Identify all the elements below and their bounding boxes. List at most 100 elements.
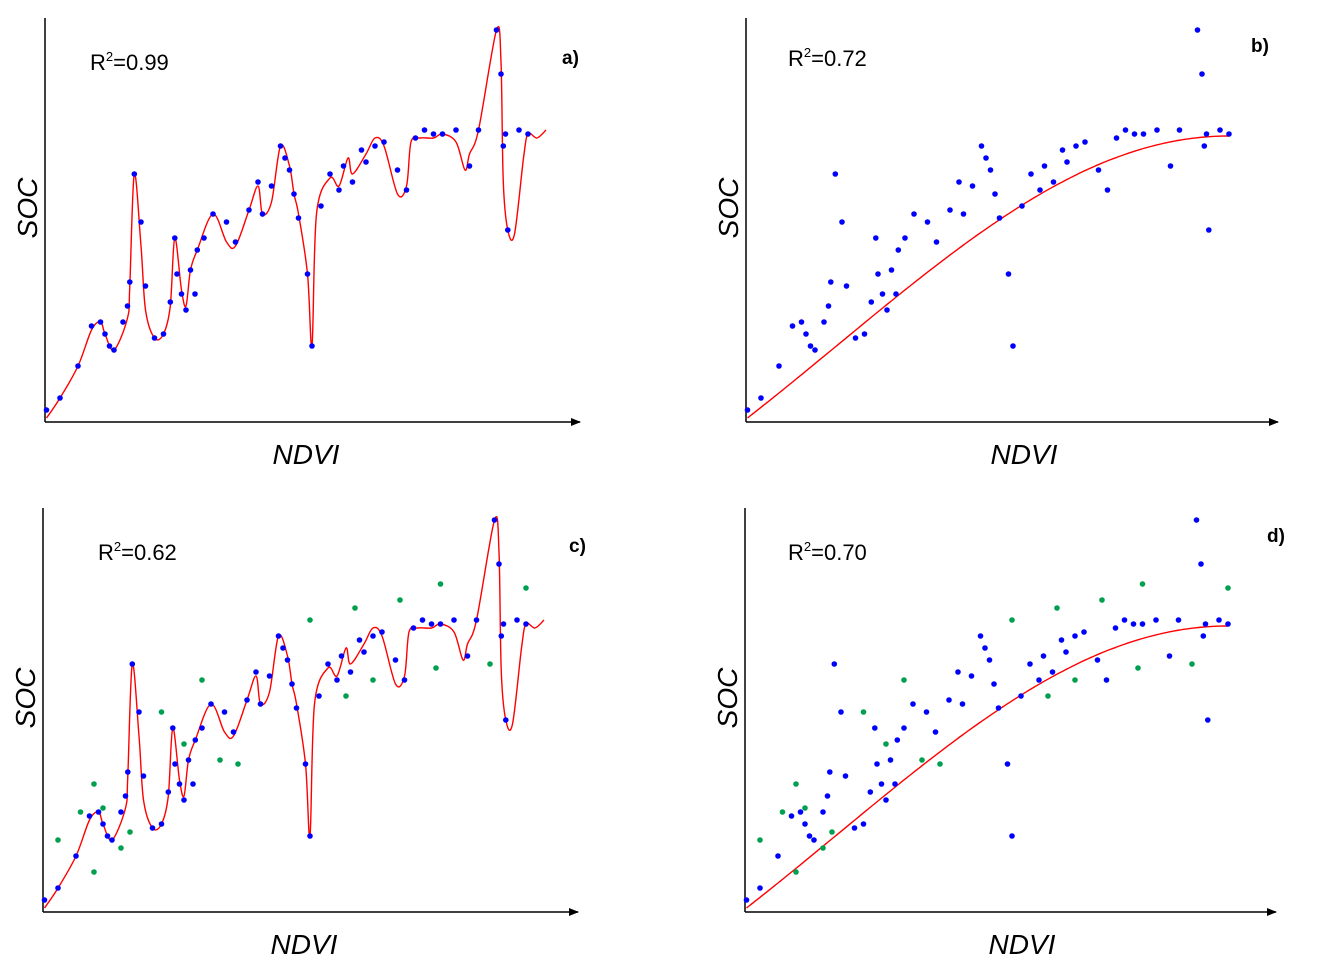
panel-c-blue-point (140, 773, 147, 779)
panel-a-blue-point (363, 159, 369, 165)
panel-c-blue-point (176, 781, 183, 787)
panel-d-xlabel: NDVI (989, 929, 1056, 960)
panel-c-green-point (118, 845, 124, 851)
panel-c-green-point (199, 677, 205, 683)
panel-a-blue-point (381, 139, 387, 145)
panel-d-blue-point (802, 821, 808, 827)
panel-c-label: c) (569, 536, 586, 557)
panel-d-blue-point (860, 821, 867, 827)
panel-a-blue-point (43, 407, 50, 413)
panel-b-blue-point (884, 307, 890, 313)
panel-a-blue-point (500, 143, 507, 149)
panel-a-blue-point (194, 247, 201, 253)
panel-b-label: b) (1251, 36, 1269, 57)
panel-a-blue-point (516, 127, 522, 133)
panel-c-fit-line (43, 515, 545, 909)
panel-d-blue-point (872, 725, 878, 731)
panel-c-blue-point (266, 673, 273, 679)
panel-d-blue-point (874, 761, 880, 767)
panel-c-blue-point (95, 809, 102, 815)
panel-d-blue-point (1036, 677, 1042, 683)
panel-d-blue-point (757, 885, 763, 891)
panel-c: R2=0.62 c) NDVI SOC (10, 508, 586, 960)
panel-c-blue-point (428, 621, 435, 627)
panel-a-blue-point (304, 271, 311, 277)
panel-d-blue-point (892, 781, 898, 787)
panel-c-blue-point (158, 821, 165, 827)
panel-d-blue-point (1112, 625, 1119, 631)
panel-d-blue-point (1193, 517, 1200, 523)
panel-c-blue-point (419, 617, 426, 623)
panel-a-blue-point (453, 127, 459, 133)
panel-c-blue-point (293, 705, 300, 711)
panel-d-green-point (919, 757, 925, 763)
panel-a-r2: R2=0.99 (90, 49, 169, 75)
panel-d-blue-point (932, 729, 939, 735)
panel-a-blue-point (75, 363, 81, 369)
panel-d-blue-point (878, 781, 885, 787)
panel-a-blue-point (97, 319, 104, 325)
panel-b-blue-point (969, 183, 976, 189)
panel-c-blue-point (307, 833, 313, 839)
panel-b-blue-point (924, 219, 931, 225)
panel-d-blue-point (811, 837, 817, 843)
panel-a-blue-point (372, 143, 378, 149)
panel-d-blue-point (1004, 761, 1011, 767)
panel-b-blue-point (1167, 163, 1174, 169)
panel-b-blue-point (888, 267, 895, 273)
panel-c-blue-point (289, 681, 295, 687)
panel-d-ylabel: SOC (712, 667, 743, 728)
panel-d-green-point (901, 677, 907, 683)
panel-d-r2: R2=0.70 (788, 539, 867, 565)
panel-a-blue-point (505, 227, 511, 233)
panel-b-blue-point (873, 235, 879, 241)
panel-a-blue-point (120, 319, 126, 325)
panel-a-blue-point (525, 131, 531, 137)
panel-c-blue-point (208, 701, 214, 707)
panel-b-blue-point (1082, 139, 1088, 145)
panel-c-blue-point (500, 621, 507, 627)
panel-d-green-point (793, 869, 799, 875)
panel-d-blue-point (820, 809, 826, 815)
panel-c-blue-point (356, 637, 363, 643)
panel-a-blue-point (412, 135, 419, 141)
panel-a-blue-point (223, 219, 230, 225)
panel-d-green-point (937, 761, 943, 767)
panel-b-blue-point (1217, 127, 1223, 133)
panel-c-xlabel: NDVI (271, 929, 338, 960)
panel-c-plot (41, 515, 545, 909)
panel-a-blue-point (255, 179, 261, 185)
panel-c-green-point (352, 605, 358, 611)
panel-d-green-point (1139, 581, 1146, 587)
panel-c-blue-point (129, 661, 136, 667)
panel-b-blue-point (1028, 171, 1034, 177)
panel-a-blue-point (131, 171, 138, 177)
panel-c-blue-point (149, 825, 156, 831)
panel-a-blue-point (309, 343, 315, 349)
panel-c-blue-point (361, 649, 367, 655)
panel-d-fit-line (746, 625, 1229, 909)
panel-a-label: a) (562, 48, 579, 69)
panel-a-blue-point (167, 299, 174, 305)
panel-c-blue-point (302, 761, 309, 767)
panel-d-blue-point (1049, 669, 1056, 675)
panel-b-blue-point (868, 299, 875, 305)
panel-d-blue-point (901, 725, 907, 731)
panel-c-green-point (235, 761, 241, 767)
panel-a-blue-point (142, 283, 149, 289)
panel-a-blue-point (349, 179, 356, 185)
panel-a-ylabel: SOC (12, 177, 43, 238)
panel-d-blue-point (1198, 561, 1204, 567)
panel-d-blue-point (1166, 653, 1173, 659)
panel-d-blue-point (982, 645, 988, 651)
panel-c-blue-point (165, 789, 172, 795)
panel-c-blue-point (523, 621, 529, 627)
panel-a-blue-point (124, 303, 131, 309)
panel-a-blue-point (282, 155, 288, 161)
panel-c-blue-point (136, 709, 142, 715)
panel-a-blue-point (502, 131, 509, 137)
panel-d-blue-point (806, 833, 813, 839)
panel-b-blue-point (893, 291, 899, 297)
panel-b-blue-point (843, 283, 850, 289)
panel-a-blue-point (336, 187, 342, 193)
